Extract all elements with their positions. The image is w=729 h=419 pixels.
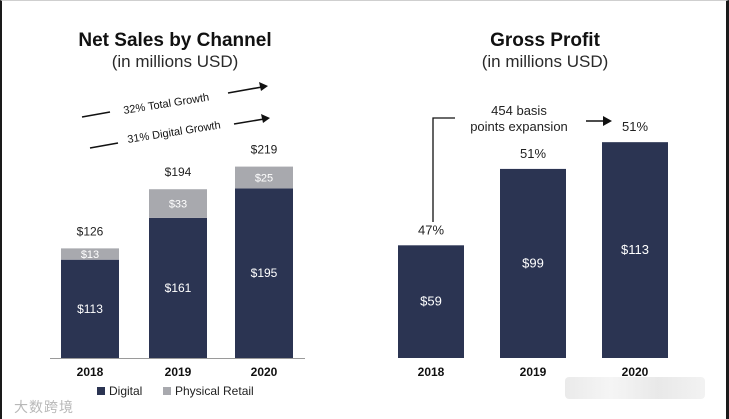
legend-digital-swatch bbox=[97, 387, 105, 395]
net-sales-physical-label-2020: $25 bbox=[255, 172, 273, 184]
gross-profit-x-tick-2018: 2018 bbox=[418, 365, 445, 379]
net-sales-x-tick-2018: 2018 bbox=[77, 365, 104, 379]
gross-profit-value-label-2019: $99 bbox=[522, 255, 544, 270]
net-sales-x-tick-2020: 2020 bbox=[251, 365, 278, 379]
gross-profit-bar-2018 bbox=[398, 245, 464, 358]
basis-points-annotation-line-1: 454 basis bbox=[491, 103, 547, 118]
net-sales-physical-label-2018: $13 bbox=[81, 249, 99, 261]
legend-digital-label: Digital bbox=[109, 384, 142, 398]
gross-profit-subtitle: (in millions USD) bbox=[481, 52, 609, 71]
gross-profit-bar-2020 bbox=[602, 142, 668, 358]
net-sales-digital-bar-2019 bbox=[149, 217, 207, 358]
gross-profit-margin-label-2020: 51% bbox=[622, 119, 648, 134]
basis-points-annotation-line-2: points expansion bbox=[470, 119, 568, 134]
net-sales-physical-label-2019: $33 bbox=[169, 199, 187, 211]
growth-dash-1 bbox=[81, 111, 111, 118]
total-growth-arrow-line bbox=[227, 86, 263, 94]
watermark-text: 大数跨境 bbox=[14, 399, 74, 415]
net-sales-digital-bar-2018 bbox=[61, 259, 119, 358]
blurred-region bbox=[565, 377, 705, 399]
net-sales-physical-bar-2020 bbox=[235, 166, 293, 189]
net-sales-x-tick-2019: 2019 bbox=[165, 365, 192, 379]
gross-profit-value-label-2018: $59 bbox=[420, 294, 442, 309]
growth-dash-2 bbox=[89, 142, 119, 149]
net-sales-digital-label-2019: $161 bbox=[165, 281, 192, 295]
legend-physical-label: Physical Retail bbox=[175, 384, 254, 398]
gross-profit-margin-label-2018: 47% bbox=[418, 222, 444, 237]
legend-physical-swatch bbox=[163, 387, 171, 395]
total-growth-annotation: 32% Total Growth bbox=[123, 92, 210, 117]
gross-profit-margin-label-2019: 51% bbox=[520, 146, 546, 161]
digital-growth-annotation: 31% Digital Growth bbox=[127, 119, 222, 146]
net-sales-title: Net Sales by Channel bbox=[78, 30, 272, 51]
net-sales-digital-bar-2020 bbox=[235, 188, 293, 358]
gross-profit-x-tick-2020: 2020 bbox=[622, 365, 649, 379]
gross-profit-value-label-2020: $113 bbox=[621, 242, 649, 257]
gross-profit-title: Gross Profit bbox=[490, 30, 600, 51]
net-sales-digital-label-2020: $195 bbox=[251, 266, 278, 280]
net-sales-total-label-2019: $194 bbox=[165, 165, 192, 179]
basis-points-arrow-head bbox=[603, 116, 612, 126]
net-sales-subtitle: (in millions USD) bbox=[111, 52, 239, 71]
digital-growth-arrow-line bbox=[233, 118, 265, 125]
total-growth-arrow-head bbox=[259, 82, 268, 91]
gross-profit-x-tick-2019: 2019 bbox=[520, 365, 547, 379]
net-sales-digital-label-2018: $113 bbox=[77, 302, 103, 316]
digital-growth-arrow-head bbox=[261, 114, 270, 123]
net-sales-physical-bar-2018 bbox=[61, 248, 119, 260]
net-sales-total-label-2018: $126 bbox=[77, 224, 104, 238]
net-sales-physical-bar-2019 bbox=[149, 189, 207, 218]
basis-points-bracket bbox=[432, 117, 455, 222]
gross-profit-bar-2019 bbox=[500, 168, 566, 358]
net-sales-total-label-2020: $219 bbox=[251, 143, 278, 157]
